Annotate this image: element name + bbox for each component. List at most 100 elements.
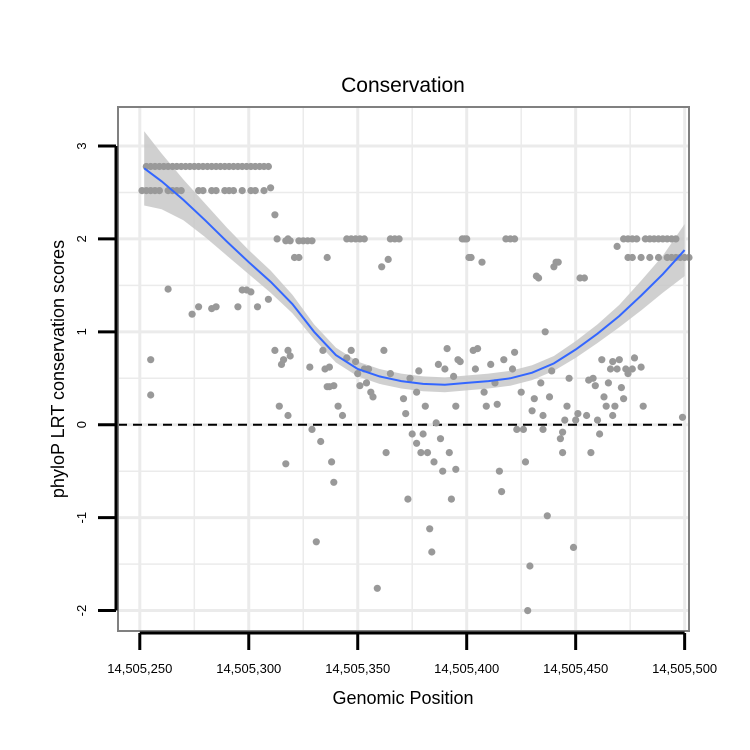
data-point [284,411,292,420]
data-point [271,211,279,219]
data-point [478,258,486,266]
data-point [343,354,351,362]
data-point [312,538,320,546]
data-point [323,253,331,262]
x-tick-label: 14,505,250 [107,661,172,676]
data-point [513,425,521,433]
data-point [596,430,604,438]
data-point [510,235,519,243]
data-point [354,370,362,378]
data-point [308,425,316,433]
data-point [417,449,425,457]
data-point [406,374,414,382]
data-point [559,449,567,457]
data-point [580,274,589,282]
data-point [609,358,617,366]
data-point [467,253,475,262]
data-point [535,274,543,282]
data-point [587,449,595,457]
data-point [637,363,645,371]
y-tick-label: -2 [74,605,89,617]
data-point [434,360,442,368]
data-point [286,237,294,245]
data-point [452,465,460,473]
data-point [630,354,639,362]
data-point [604,379,613,387]
data-point [413,388,421,396]
data-point [286,352,294,360]
data-point [559,428,567,436]
x-tick-label: 14,505,450 [543,661,608,676]
data-point [517,388,525,396]
data-point [360,235,368,243]
data-point [678,413,687,421]
data-point [447,495,455,503]
data-point [419,430,427,438]
data-point [628,365,636,373]
data-point [528,407,536,415]
data-point [526,562,534,570]
data-point [561,416,569,424]
data-point [589,374,597,382]
data-point [247,288,255,296]
confidence-band-layer [144,131,685,393]
data-point [273,235,281,243]
data-point [426,525,434,533]
data-point [373,584,381,592]
data-point [436,435,445,443]
data-point [282,460,290,468]
data-point [637,253,645,262]
data-point [613,242,621,250]
data-point [356,382,364,390]
data-point [362,379,371,387]
data-point [591,382,599,390]
data-point [212,303,220,311]
data-point [611,402,619,410]
data-point [415,367,423,375]
data-point [480,388,488,396]
data-point [264,295,272,303]
data-point [510,348,519,356]
x-axis-label: Genomic Position [332,688,473,708]
data-point [395,235,403,243]
data-point [474,345,482,353]
data-point [563,402,571,410]
data-point [306,363,314,371]
data-point [369,393,377,401]
data-point [229,187,238,195]
data-point [545,393,554,401]
data-point [456,358,464,366]
data-point [487,360,495,368]
data-point [620,395,628,403]
data-point [471,365,479,373]
data-point [334,402,342,410]
data-point [338,411,347,420]
data-point [615,356,623,364]
data-point [386,370,394,378]
data-point [155,187,163,195]
y-tick-label: -1 [74,512,89,524]
data-point [500,356,508,364]
data-point [295,253,303,262]
data-point [452,402,460,410]
data-point [609,411,617,420]
data-point [493,400,501,408]
data-point [382,449,390,457]
data-point [423,449,432,457]
data-point [380,346,388,354]
data-point [598,356,606,364]
data-point [508,365,517,373]
x-tick-label: 14,505,500 [652,661,717,676]
data-point [238,187,246,195]
data-point [275,402,283,410]
data-point [519,425,528,433]
data-point [613,365,621,373]
data-point [445,449,453,457]
data-point [413,439,421,447]
data-point [441,365,449,373]
y-tick-label: 2 [74,235,89,242]
data-point [195,303,203,311]
data-point [521,458,530,466]
data-point [330,382,338,390]
points-layer [138,162,693,615]
